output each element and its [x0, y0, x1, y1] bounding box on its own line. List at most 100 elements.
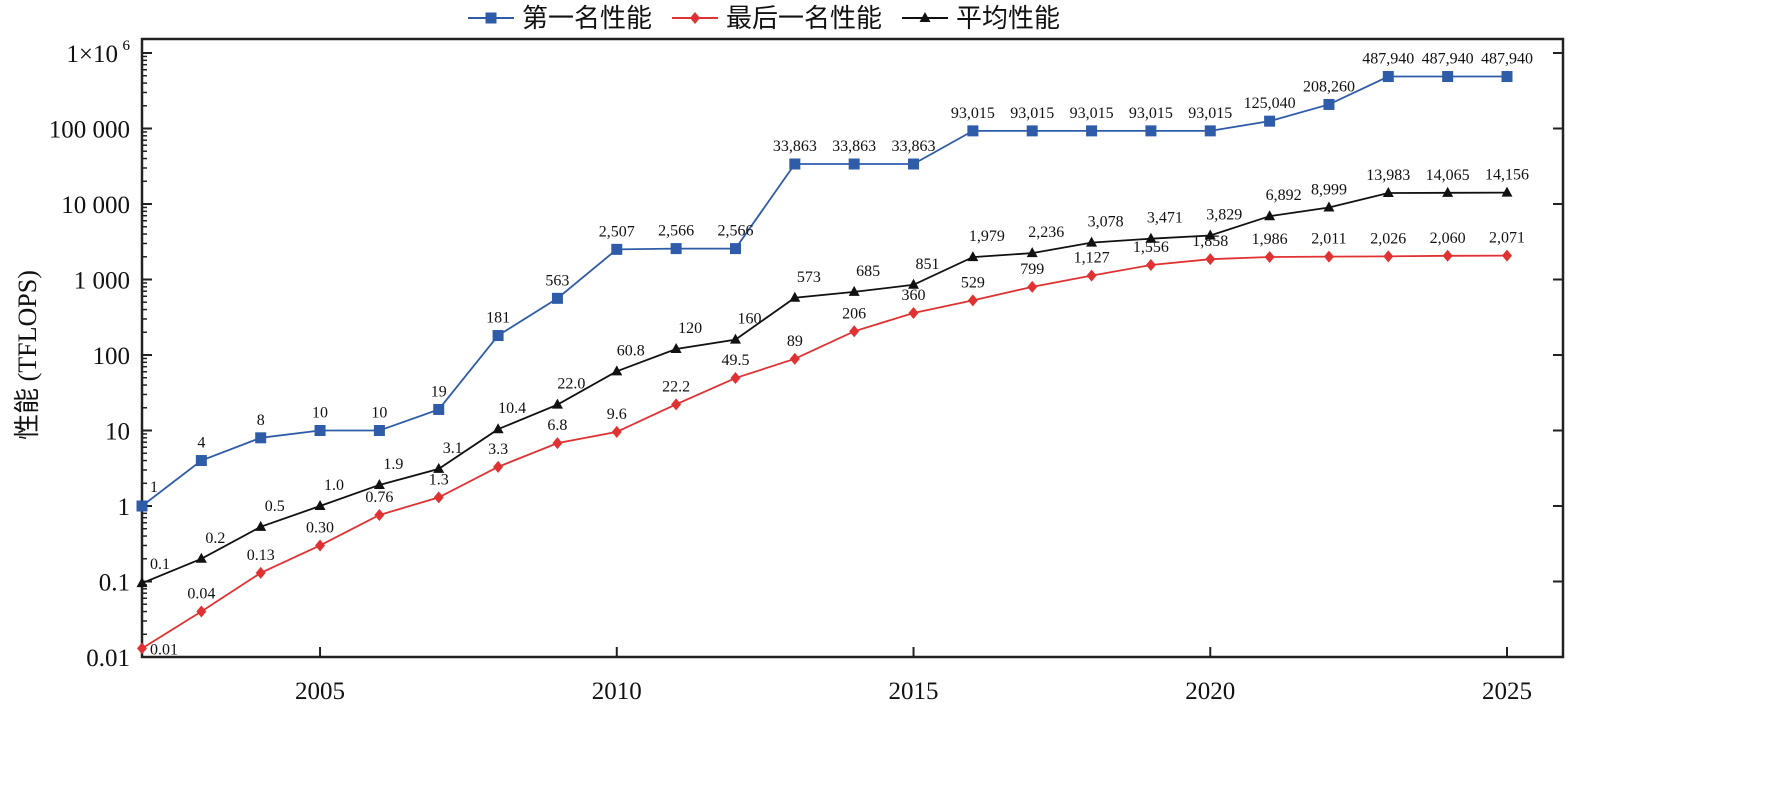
data-labels: 1 4 8 10 10 19 181 563 2,507 2,566 2,566 33,863 33,8… [150, 51, 1533, 659]
data-point-square [1086, 125, 1098, 137]
data-label: 89 [787, 333, 803, 350]
x-tick-label: 2020 [1185, 678, 1235, 705]
data-label: 563 [545, 272, 569, 289]
data-point-square [1026, 125, 1038, 137]
data-label: 9.6 [607, 406, 627, 423]
data-point-diamond [1027, 280, 1038, 293]
data-point-square [1442, 71, 1454, 83]
data-label: 10 [371, 405, 387, 422]
series-group [136, 71, 1513, 655]
data-label: 360 [902, 287, 926, 304]
data-point-square [1204, 125, 1216, 137]
data-label: 1.3 [429, 471, 449, 488]
data-label: 3,829 [1206, 206, 1242, 223]
data-label: 1 [150, 479, 158, 496]
data-label: 4 [197, 435, 205, 452]
data-point-diamond [908, 306, 919, 319]
data-label: 6,892 [1266, 187, 1302, 204]
data-point-diamond [789, 352, 800, 365]
data-label: 0.30 [306, 519, 334, 536]
data-label: 2,236 [1028, 224, 1064, 241]
data-label: 8 [257, 412, 265, 429]
x-tick-label: 2010 [592, 678, 642, 705]
data-point-triangle [551, 398, 563, 409]
y-tick-label: 0.01 [86, 645, 130, 672]
data-label: 685 [856, 263, 880, 280]
data-label: 0.01 [150, 641, 178, 658]
data-point-diamond [1205, 253, 1216, 266]
data-point-triangle [1323, 201, 1335, 212]
data-label: 1,986 [1252, 231, 1288, 248]
data-point-diamond [1442, 249, 1453, 262]
data-point-triangle [848, 285, 860, 296]
data-point-square [670, 243, 682, 255]
data-point-diamond [1502, 249, 1512, 262]
data-label: 3.1 [443, 440, 463, 457]
data-point-square [136, 500, 148, 512]
data-point-square [611, 243, 623, 255]
data-point-square [492, 330, 504, 342]
data-point-square [908, 158, 920, 170]
data-point-triangle [373, 478, 385, 489]
data-label: 2,026 [1370, 230, 1406, 247]
data-point-diamond [493, 460, 504, 473]
data-point-triangle [729, 333, 741, 344]
legend-marker-square-icon [485, 12, 497, 24]
data-label: 6.8 [547, 417, 567, 434]
data-label: 1,127 [1074, 250, 1110, 267]
axes: 0.01 0.1 1 10 100 1 000 10 000 100 000 1×10 6 2005… [49, 37, 1565, 705]
data-point-square [789, 158, 801, 170]
data-point-square [551, 292, 563, 304]
data-label: 2,507 [599, 223, 635, 240]
data-point-triangle [1442, 186, 1454, 197]
data-point-square [1501, 71, 1513, 83]
y-tick-label: 10 000 [61, 192, 130, 219]
legend-label: 第一名性能 [522, 4, 652, 33]
data-point-square [433, 403, 445, 415]
data-point-diamond [1323, 250, 1334, 263]
data-label: 14,156 [1485, 167, 1529, 184]
data-point-triangle [195, 552, 207, 563]
legend-label: 平均性能 [956, 4, 1060, 33]
data-point-diamond [315, 539, 326, 552]
data-point-diamond [196, 605, 207, 618]
data-label: 1,556 [1133, 239, 1169, 256]
data-label: 93,015 [1010, 105, 1054, 122]
data-point-square [314, 425, 326, 436]
data-label: 573 [797, 269, 821, 286]
data-label: 206 [842, 305, 866, 322]
data-point-triangle [1382, 187, 1394, 198]
data-point-square [848, 158, 860, 170]
y-tick-exponent: 6 [123, 38, 131, 54]
data-label: 1.0 [324, 477, 344, 494]
data-point-triangle [255, 520, 267, 531]
y-tick-label: 1 000 [74, 268, 130, 295]
y-axis-title: 性能 (TFLOPS) [13, 270, 42, 440]
data-point-diamond [374, 508, 385, 521]
data-label: 487,940 [1422, 51, 1474, 68]
data-point-square [1145, 125, 1157, 137]
data-label: 93,015 [1129, 105, 1173, 122]
data-point-diamond [730, 372, 741, 385]
data-label: 0.5 [265, 498, 285, 515]
data-label: 60.8 [617, 342, 645, 359]
data-label: 33,863 [773, 138, 817, 155]
data-point-diamond [967, 294, 978, 307]
data-label: 208,260 [1303, 78, 1355, 95]
data-label: 2,566 [658, 223, 694, 240]
data-point-diamond [137, 642, 147, 655]
data-label: 93,015 [1188, 105, 1232, 122]
data-point-square [729, 243, 741, 255]
data-label: 33,863 [892, 138, 936, 155]
data-label: 22.2 [662, 378, 690, 395]
data-point-square [195, 455, 207, 467]
data-point-diamond [255, 566, 266, 579]
data-label: 93,015 [951, 105, 995, 122]
data-point-square [1323, 98, 1335, 110]
y-tick-label: 100 000 [49, 117, 130, 144]
data-label: 2,060 [1430, 230, 1466, 247]
data-label: 181 [486, 310, 510, 327]
data-point-diamond [1145, 259, 1156, 272]
data-label: 851 [916, 256, 940, 273]
data-label: 0.76 [365, 489, 393, 506]
